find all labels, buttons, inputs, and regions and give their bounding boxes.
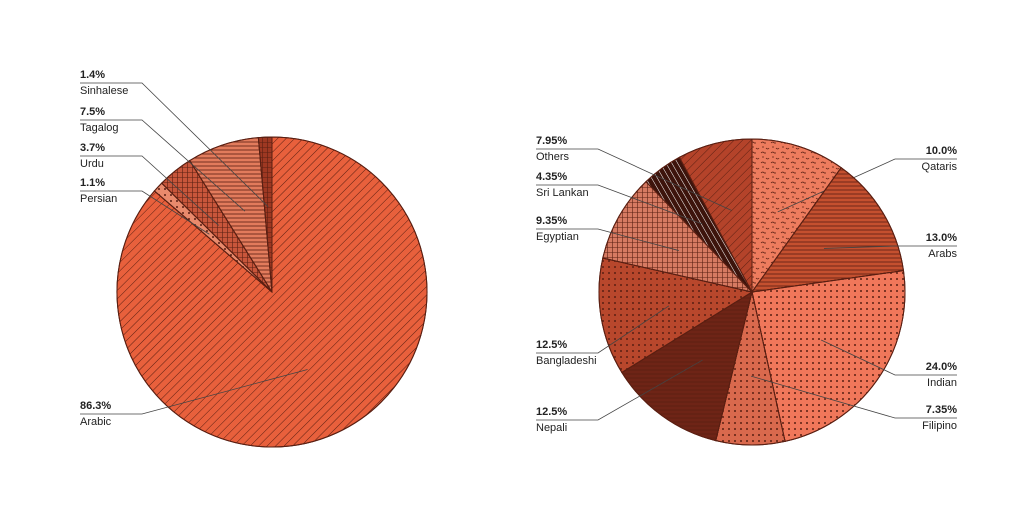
leader-line: [536, 184, 703, 225]
slice-category-label: Arabic: [80, 416, 112, 428]
slice-category-label: Urdu: [80, 158, 104, 170]
slice-category-label: Qataris: [922, 161, 958, 173]
slice-category-label: Bangladeshi: [536, 355, 597, 367]
leader-line: [820, 339, 957, 376]
slice-value-label: 86.3%: [80, 400, 111, 412]
slice-value-label: 9.35%: [536, 215, 567, 227]
slice-texture: [621, 290, 753, 442]
slice-value-label: 24.0%: [926, 361, 957, 373]
slice-value-label: 13.0%: [926, 232, 957, 244]
leader-line: [80, 82, 269, 208]
slice-texture: [750, 166, 905, 293]
leader-line: [80, 155, 219, 226]
leader-line: [80, 190, 210, 235]
slice-category-label: Tagalog: [80, 122, 119, 134]
slice-value-label: 3.7%: [80, 142, 105, 154]
leader-line: [536, 359, 703, 421]
slice-texture: [751, 138, 842, 294]
slice-value-label: 7.35%: [926, 404, 957, 416]
slice-texture: [751, 270, 906, 442]
slice-value-label: 7.95%: [536, 135, 567, 147]
slice-texture: [598, 257, 754, 374]
slice-value-label: 12.5%: [536, 406, 567, 418]
slice-category-label: Nepali: [536, 422, 567, 434]
slice-texture: [602, 180, 754, 293]
leader-line: [536, 148, 732, 211]
leader-line: [536, 305, 670, 354]
slice-category-label: Sri Lankan: [536, 187, 589, 199]
slice-value-label: 12.5%: [536, 339, 567, 351]
leader-line: [777, 158, 957, 213]
slice-category-label: Arabs: [928, 248, 957, 260]
slice-category-label: Egyptian: [536, 231, 579, 243]
slice-category-label: Persian: [80, 193, 117, 205]
slice-category-label: Sinhalese: [80, 85, 128, 97]
slice-texture: [678, 138, 753, 293]
leader-line: [750, 375, 957, 419]
leader-line: [536, 228, 679, 251]
slice-category-label: Others: [536, 151, 570, 163]
slice-value-label: 7.5%: [80, 106, 105, 118]
slice-category-label: Filipino: [922, 420, 957, 432]
slice-value-label: 1.4%: [80, 69, 105, 81]
slice-value-label: 4.35%: [536, 171, 567, 183]
leader-line: [823, 245, 957, 249]
slice-texture: [257, 136, 273, 293]
slice-value-label: 1.1%: [80, 177, 105, 189]
slice-category-label: Indian: [927, 377, 957, 389]
slice-value-label: 10.0%: [926, 145, 957, 157]
leader-line: [80, 119, 246, 212]
leader-line: [80, 369, 308, 415]
